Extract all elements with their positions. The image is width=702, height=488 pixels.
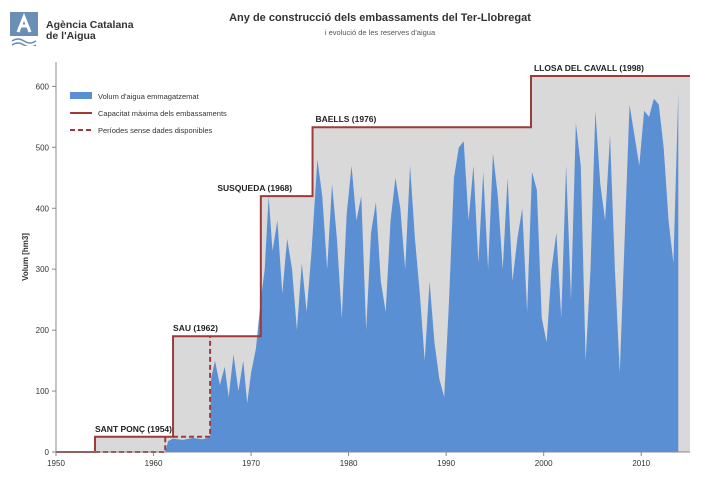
organization-name-line1: Agència Catalana [46, 19, 134, 31]
legend-label: Capacitat màxima dels embassaments [98, 109, 227, 118]
legend-label: Períodes sense dades disponibles [98, 126, 212, 135]
organization-name-line2: de l'Aigua [46, 30, 96, 42]
x-tick-label: 2000 [535, 459, 553, 468]
dam-annotation-label: SUSQUEDA (1968) [217, 183, 292, 193]
dam-annotation-label: SAU (1962) [173, 323, 218, 333]
volume-series-area [165, 92, 679, 452]
agency-logo-icon [10, 12, 38, 46]
x-tick-label: 1980 [340, 459, 358, 468]
no-data-segment-1 [95, 436, 167, 453]
x-tick-label: 1990 [437, 459, 455, 468]
x-tick-label: 1970 [242, 459, 260, 468]
legend-swatch-volume [70, 92, 92, 99]
x-tick-label: 1960 [145, 459, 163, 468]
agency-logo: Agència Catalana de l'Aigua [10, 12, 134, 52]
dam-annotation-label: BAELLS (1976) [315, 114, 376, 124]
dam-annotation-label: SANT PONÇ (1954) [95, 424, 172, 434]
no-data-segment-2 [173, 336, 212, 438]
y-tick-label: 300 [36, 265, 50, 274]
dam-annotation-label: LLOSA DEL CAVALL (1998) [534, 63, 644, 73]
chart-title: Any de construcció dels embassaments del… [229, 12, 531, 24]
y-tick-label: 0 [45, 448, 50, 457]
legend-label: Volum d'aigua emmagatzemat [98, 92, 200, 101]
y-tick-label: 600 [36, 82, 50, 91]
y-tick-label: 500 [36, 143, 50, 152]
x-tick-label: 1950 [47, 459, 65, 468]
organization-name: Agència Catalana de l'Aigua [46, 20, 134, 42]
y-axis-label: Volum [hm3] [21, 233, 30, 281]
y-tick-label: 100 [36, 387, 50, 396]
y-tick-label: 200 [36, 326, 50, 335]
capacity-line [56, 75, 690, 453]
chart-subtitle: i evolució de les reserves d'aigua [324, 28, 436, 37]
x-tick-label: 2010 [632, 459, 650, 468]
y-tick-label: 400 [36, 204, 50, 213]
